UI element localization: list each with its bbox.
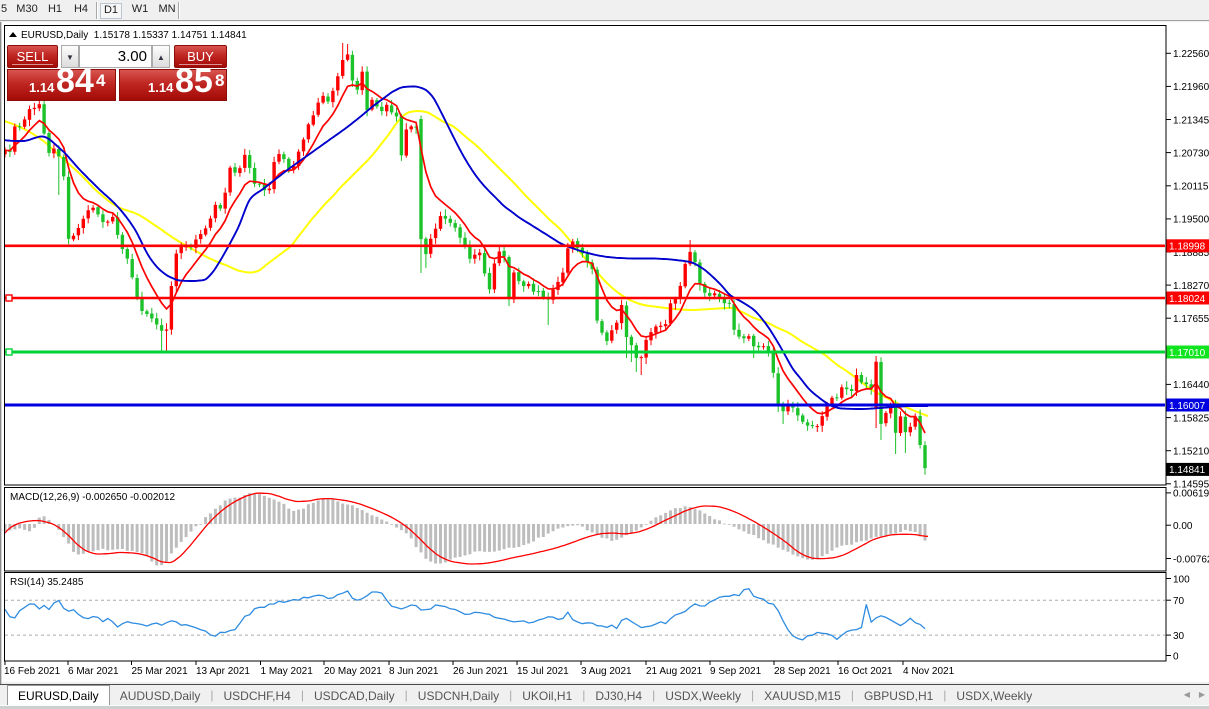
svg-text:9 Sep 2021: 9 Sep 2021 [710,666,762,677]
svg-text:1 May 2021: 1 May 2021 [261,666,314,677]
svg-text:1.17010: 1.17010 [1169,348,1206,359]
svg-text:26 Jun 2021: 26 Jun 2021 [453,666,508,677]
svg-text:30: 30 [1173,631,1185,642]
svg-text:20 May 2021: 20 May 2021 [324,666,382,677]
svg-text:28 Sep 2021: 28 Sep 2021 [774,666,831,677]
svg-text:1.18270: 1.18270 [1173,281,1209,292]
svg-text:3 Aug 2021: 3 Aug 2021 [581,666,632,677]
svg-text:100: 100 [1173,574,1190,585]
svg-text:16 Feb 2021: 16 Feb 2021 [4,666,61,677]
svg-text:-0.007621: -0.007621 [1173,554,1209,565]
svg-text:1.22560: 1.22560 [1173,49,1209,60]
svg-text:1.18885: 1.18885 [1173,248,1209,259]
svg-text:1.14595: 1.14595 [1173,480,1209,491]
svg-text:0.00: 0.00 [1173,521,1193,532]
svg-text:1.19500: 1.19500 [1173,215,1209,226]
svg-text:1.15825: 1.15825 [1173,413,1209,424]
svg-text:8 Jun 2021: 8 Jun 2021 [389,666,439,677]
svg-text:1.21960: 1.21960 [1173,82,1209,93]
svg-text:15 Jul 2021: 15 Jul 2021 [517,666,569,677]
svg-text:1.17655: 1.17655 [1173,314,1209,325]
svg-text:6 Mar 2021: 6 Mar 2021 [68,666,119,677]
svg-text:1.16440: 1.16440 [1173,380,1209,391]
svg-text:MACD(12,26,9) -0.002650 -0.002: MACD(12,26,9) -0.002650 -0.002012 [10,492,176,503]
svg-text:1.21345: 1.21345 [1173,115,1209,126]
svg-text:1.16007: 1.16007 [1169,401,1206,412]
svg-text:4 Nov 2021: 4 Nov 2021 [903,666,955,677]
svg-text:70: 70 [1173,596,1185,607]
svg-text:25 Mar 2021: 25 Mar 2021 [132,666,189,677]
svg-text:0: 0 [1173,651,1179,662]
svg-text:13 Apr 2021: 13 Apr 2021 [196,666,250,677]
svg-text:1.18024: 1.18024 [1169,294,1206,305]
svg-text:1.18998: 1.18998 [1169,242,1206,253]
svg-text:1.20115: 1.20115 [1173,182,1209,193]
svg-text:1.15210: 1.15210 [1173,447,1209,458]
svg-text:0.006193: 0.006193 [1173,489,1209,500]
svg-text:21 Aug 2021: 21 Aug 2021 [646,666,703,677]
svg-text:1.14841: 1.14841 [1169,465,1206,476]
svg-text:16 Oct 2021: 16 Oct 2021 [838,666,893,677]
svg-text:RSI(14) 35.2485: RSI(14) 35.2485 [10,577,84,588]
svg-text:1.20730: 1.20730 [1173,148,1209,159]
